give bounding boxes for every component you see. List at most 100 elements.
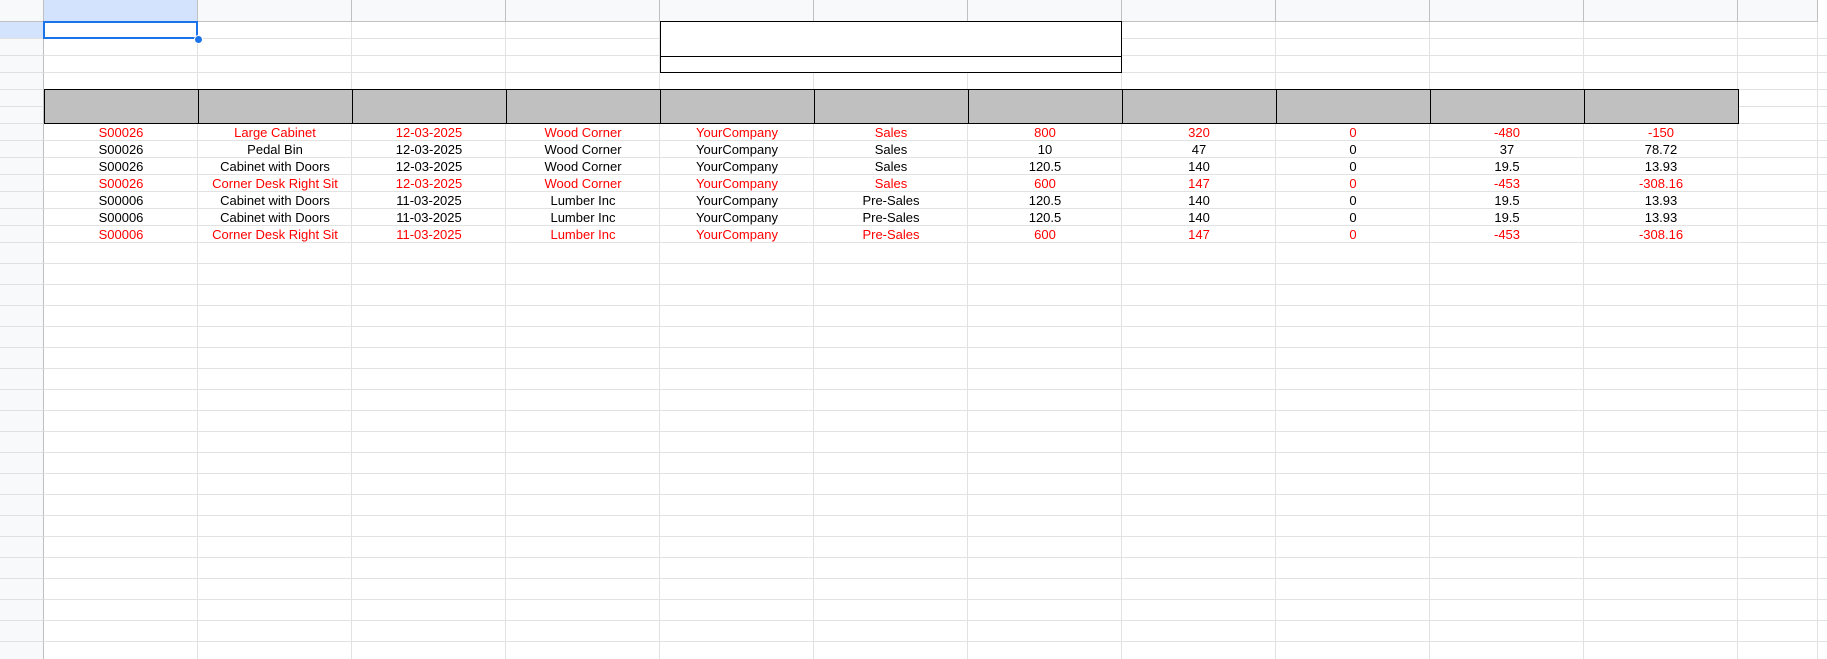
table-cell[interactable]: YourCompany [696,210,778,225]
table-cell[interactable]: 600 [1034,176,1056,191]
table-cell[interactable]: YourCompany [696,193,778,208]
table-cell[interactable]: 78.72 [1644,142,1678,157]
table-cell[interactable]: 320 [1188,125,1210,140]
row-header-25[interactable] [0,474,44,495]
row-header-33[interactable] [0,642,44,659]
row-header-4[interactable] [0,73,44,90]
row-header-30[interactable] [0,579,44,600]
table-cell[interactable]: Wood Corner [544,125,622,140]
table-cell[interactable]: 13.93 [1644,193,1678,208]
table-cell[interactable]: Pedal Bin [247,142,303,157]
table-cell[interactable]: 11-03-2025 [396,193,462,208]
row-header-13[interactable] [0,226,44,243]
row-header-17[interactable] [0,306,44,327]
table-cell[interactable]: S00006 [98,210,144,225]
table-cell[interactable]: -480 [1493,125,1521,140]
table-cell[interactable]: 13.93 [1644,210,1678,225]
table-cell[interactable]: Cabinet with Doors [220,193,330,208]
table-cell[interactable]: Sales [874,159,908,174]
row-header-29[interactable] [0,558,44,579]
row-header-14[interactable] [0,243,44,264]
table-cell[interactable]: 800 [1034,125,1056,140]
table-cell[interactable]: YourCompany [696,142,778,157]
table-cell[interactable]: -453 [1493,176,1521,191]
column-header-e[interactable] [660,0,814,22]
table-cell[interactable]: YourCompany [696,176,778,191]
row-header-31[interactable] [0,600,44,621]
table-cell[interactable]: Wood Corner [544,176,622,191]
table-cell[interactable]: S00026 [98,176,144,191]
row-header-19[interactable] [0,348,44,369]
active-cell-selection[interactable] [43,21,198,39]
table-cell[interactable]: 10 [1037,142,1053,157]
row-header-5[interactable] [0,90,44,107]
table-cell[interactable]: 47 [1191,142,1207,157]
row-header-28[interactable] [0,537,44,558]
table-cell[interactable]: 12-03-2025 [395,176,463,191]
table-cell[interactable]: Sales [874,142,908,157]
table-cell[interactable]: 19.5 [1494,193,1520,208]
table-cell[interactable]: 13.93 [1644,159,1678,174]
table-cell[interactable]: 0 [1349,193,1357,208]
column-header-f[interactable] [814,0,968,22]
table-cell[interactable]: 12-03-2025 [395,159,463,174]
table-cell[interactable]: S00026 [98,142,144,157]
table-cell[interactable]: Corner Desk Right Sit [212,176,338,191]
row-header-22[interactable] [0,411,44,432]
table-cell[interactable]: YourCompany [696,227,778,242]
table-cell[interactable]: 147 [1188,176,1210,191]
row-header-12[interactable] [0,209,44,226]
table-cell[interactable]: -453 [1493,227,1521,242]
row-header-6[interactable] [0,107,44,124]
table-cell[interactable]: Pre-Sales [862,227,920,242]
table-cell[interactable]: YourCompany [696,159,778,174]
row-header-8[interactable] [0,141,44,158]
table-cell[interactable]: S00006 [98,193,144,208]
table-cell[interactable]: 140 [1188,210,1210,225]
row-header-18[interactable] [0,327,44,348]
table-cell[interactable]: -308.16 [1638,227,1684,242]
table-cell[interactable]: 0 [1349,227,1357,242]
table-cell[interactable]: 19.5 [1494,210,1520,225]
column-header-d[interactable] [506,0,660,22]
fill-handle[interactable] [194,35,203,44]
row-header-9[interactable] [0,158,44,175]
table-cell[interactable]: Pre-Sales [862,210,920,225]
table-cell[interactable]: 0 [1349,210,1357,225]
table-cell[interactable]: 0 [1349,125,1357,140]
table-cell[interactable]: Sales [874,125,908,140]
table-cell[interactable]: Wood Corner [544,142,622,157]
row-header-20[interactable] [0,369,44,390]
table-cell[interactable]: 140 [1188,159,1210,174]
column-header-c[interactable] [352,0,506,22]
row-header-1[interactable] [0,22,44,39]
table-cell[interactable]: Large Cabinet [234,125,316,140]
row-header-10[interactable] [0,175,44,192]
column-header-b[interactable] [198,0,352,22]
row-header-24[interactable] [0,453,44,474]
table-cell[interactable]: YourCompany [696,125,778,140]
table-cell[interactable]: 0 [1349,159,1357,174]
row-header-21[interactable] [0,390,44,411]
table-cell[interactable]: Lumber Inc [550,210,616,225]
table-cell[interactable]: 11-03-2025 [396,227,462,242]
row-header-23[interactable] [0,432,44,453]
table-cell[interactable]: Wood Corner [544,159,622,174]
table-cell[interactable]: Pre-Sales [862,193,920,208]
table-cell[interactable]: 0 [1349,176,1357,191]
row-header-2[interactable] [0,39,44,56]
select-all-corner[interactable] [0,0,44,22]
table-cell[interactable]: 140 [1188,193,1210,208]
row-header-16[interactable] [0,285,44,306]
table-cell[interactable]: 120.5 [1028,193,1062,208]
table-cell[interactable]: S00026 [98,159,144,174]
row-header-32[interactable] [0,621,44,642]
column-header-l[interactable] [1738,0,1818,22]
column-header-i[interactable] [1276,0,1430,22]
table-cell[interactable]: Cabinet with Doors [220,210,330,225]
row-header-15[interactable] [0,264,44,285]
table-cell[interactable]: 0 [1349,142,1357,157]
column-header-g[interactable] [968,0,1122,22]
table-cell[interactable]: S00026 [98,125,144,140]
